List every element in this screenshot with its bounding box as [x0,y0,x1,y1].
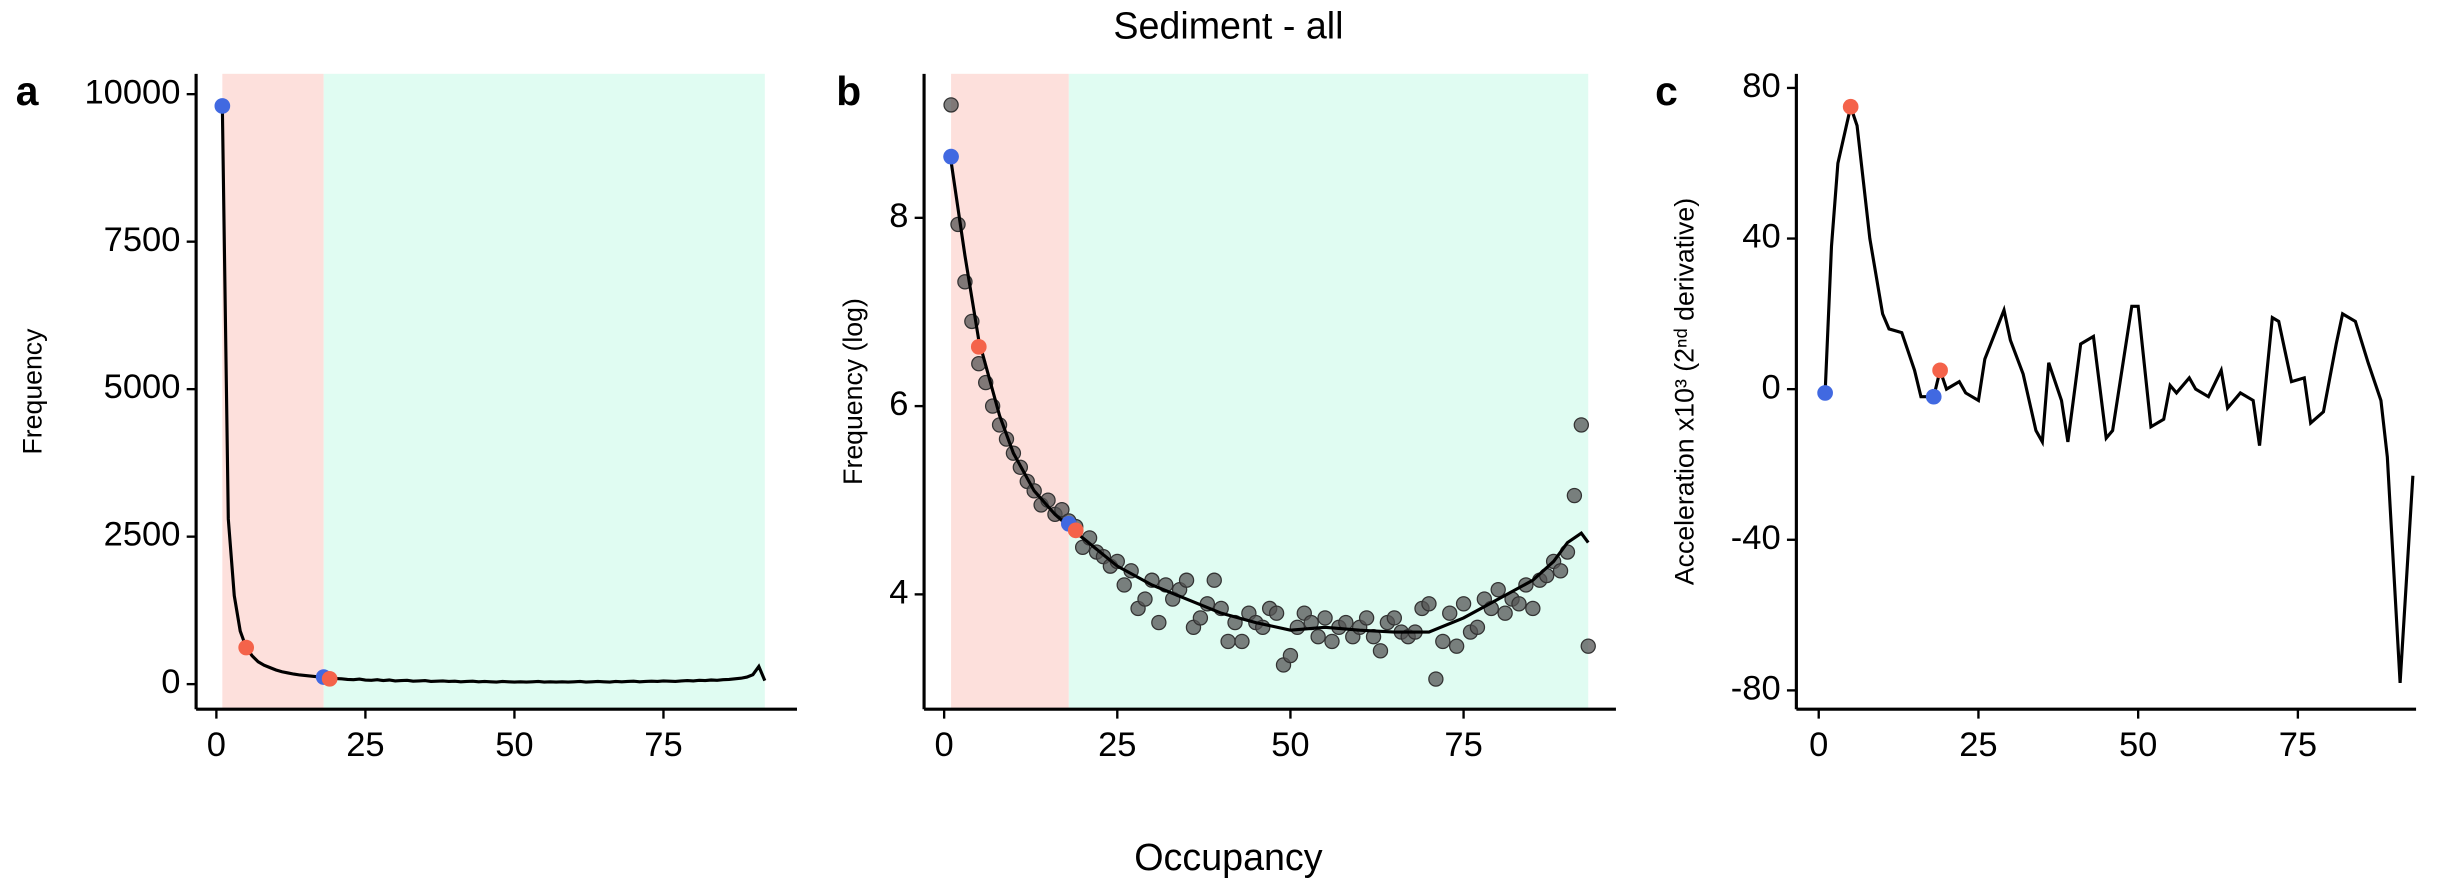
highlight-point [1842,98,1859,115]
data-point [1435,633,1451,650]
data-point [1525,600,1541,617]
data-point [1497,605,1513,621]
data-point [1151,614,1167,631]
data-point [1137,591,1153,607]
panel-label: c [1655,68,1678,114]
y-tick-label: -80 [1731,669,1781,707]
y-tick-label: 6 [889,385,908,423]
data-point [1386,610,1403,626]
y-tick-label: 5000 [104,368,181,406]
data-point [1552,563,1569,579]
data-line [1823,100,2415,683]
x-tick-label: 50 [2119,726,2157,764]
x-tick-label: 25 [1959,726,1997,764]
data-point [1116,577,1132,593]
highlight-point [1932,362,1948,379]
highlight-point [321,670,338,687]
x-tick-label: 75 [644,726,682,764]
data-point [1054,501,1070,518]
highlight-point [943,148,959,165]
highlight-point [1817,385,1833,401]
data-point [943,97,959,113]
highlight-point [214,98,231,114]
data-point [1566,487,1583,504]
y-axis-title: Acceleration x10³ (2ⁿᵈ derivative) [1670,198,1700,585]
x-tick-label: 50 [1271,726,1309,764]
region [222,73,324,710]
y-tick-label: 4 [889,573,908,611]
data-point [1317,610,1333,626]
data-line [220,105,767,684]
data-point [1310,629,1326,645]
x-tick-label: 0 [207,726,226,764]
region [1068,73,1589,710]
data-point [1511,596,1527,612]
highlight-point [970,338,987,355]
data-point [1573,417,1590,433]
data-point [1324,633,1340,650]
y-tick-label: 0 [161,663,180,701]
highlight-point [238,639,255,656]
data-point [950,216,966,233]
data-point [1206,572,1222,588]
x-tick-label: 25 [1098,726,1136,764]
y-tick-label: 0 [1761,368,1780,406]
data-point [1192,610,1209,626]
x-tick-label: 25 [346,726,384,764]
x-tick-label: 75 [1444,726,1482,764]
x-tick-label: 0 [1809,726,1828,764]
y-tick-label: 80 [1742,67,1780,105]
y-axis-title: Frequency [18,328,48,455]
data-point [1469,619,1486,636]
data-point [1421,596,1437,612]
figure-title: Sediment - all [1113,4,1343,46]
x-tick-label: 75 [2279,726,2317,764]
data-point [1282,647,1299,664]
panel-label: b [836,68,861,114]
data-point [1178,572,1195,588]
x-axis-title: Occupancy [1134,836,1322,878]
y-tick-label: 7500 [104,221,181,259]
data-point [1358,610,1375,626]
data-point [1220,633,1236,650]
y-tick-label: 8 [889,197,908,235]
data-point [1490,581,1506,598]
region [951,73,1069,710]
x-tick-label: 50 [495,726,533,764]
y-tick-label: 40 [1742,218,1780,256]
y-tick-label: 10000 [84,73,180,111]
data-point [1442,605,1458,621]
smooth-line [949,161,1590,634]
highlight-point [1925,388,1942,405]
y-axis-title: Frequency (log) [838,298,868,485]
region [323,73,765,710]
data-point [1448,638,1465,654]
x-tick-label: 0 [935,726,954,764]
data-point [1234,633,1250,650]
data-point [1428,671,1444,687]
panel-label: a [16,68,39,114]
data-point [1455,596,1472,612]
highlight-point [1067,522,1084,539]
data-point [1372,643,1389,659]
data-point [1268,605,1285,621]
y-tick-label: 2500 [104,516,181,554]
data-point [1289,619,1306,636]
y-tick-label: -40 [1731,519,1781,557]
data-point [1580,638,1596,654]
